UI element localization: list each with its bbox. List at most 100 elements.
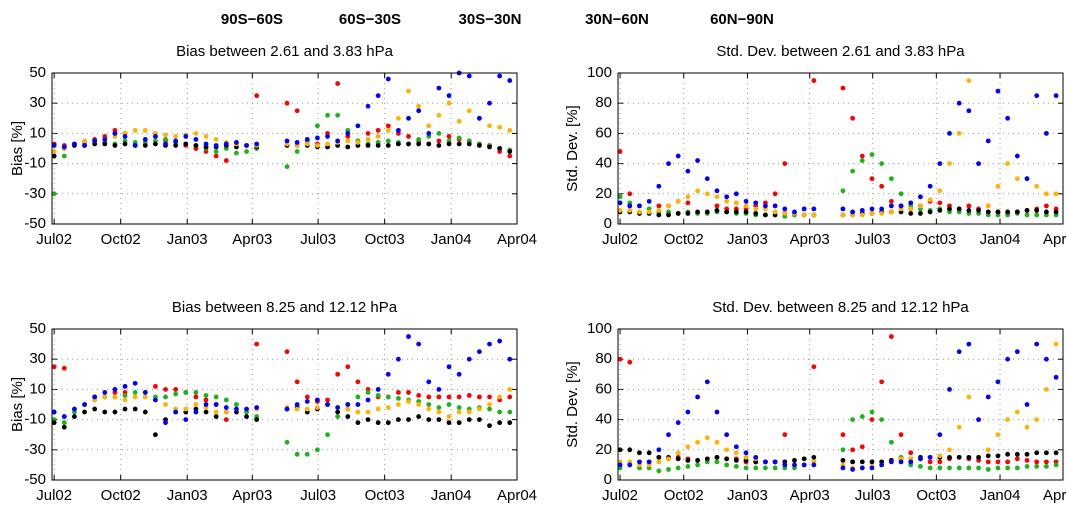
data-point: [446, 420, 452, 426]
data-point: [695, 209, 700, 215]
data-point: [656, 468, 662, 474]
data-point: [763, 459, 768, 465]
y-tick-label: 50: [29, 64, 46, 81]
data-point: [51, 149, 57, 154]
data-point: [345, 364, 351, 370]
data-point: [656, 203, 662, 209]
data-point: [345, 131, 351, 136]
data-point: [956, 131, 962, 136]
data-point: [456, 409, 462, 415]
data-point: [840, 465, 846, 471]
data-point: [183, 417, 189, 422]
y-axis-label: Bias [%]: [9, 377, 26, 432]
y-tick-label: 30: [29, 94, 46, 111]
data-point: [927, 465, 933, 471]
y-axis-label: Bias [%]: [9, 121, 26, 176]
data-point: [375, 420, 381, 426]
y-tick-label: 10: [29, 124, 46, 141]
data-point: [966, 108, 972, 114]
data-point: [704, 191, 710, 197]
data-point: [792, 462, 797, 468]
data-point: [772, 209, 778, 215]
data-point: [476, 406, 482, 412]
data-point: [304, 399, 310, 404]
data-point: [888, 198, 894, 204]
data-point: [183, 390, 189, 395]
data-point: [937, 432, 943, 438]
data-point: [223, 397, 229, 403]
x-tick-label: Oct02: [664, 231, 704, 248]
data-point: [840, 447, 846, 453]
data-point: [153, 383, 158, 389]
data-point: [507, 149, 513, 154]
data-point: [695, 457, 700, 463]
data-point: [426, 141, 432, 147]
data-point: [966, 394, 972, 400]
data-point: [72, 414, 77, 419]
data-point: [416, 341, 422, 347]
data-point: [497, 338, 503, 344]
data-point: [183, 141, 189, 147]
data-point: [1014, 465, 1020, 471]
data-point: [1043, 464, 1049, 469]
data-point: [61, 144, 67, 150]
data-point: [304, 451, 310, 457]
x-tick-label: Jul03: [300, 487, 336, 504]
data-point: [1024, 457, 1030, 463]
data-point: [617, 356, 623, 362]
y-tick-label: 20: [595, 185, 612, 202]
data-point: [163, 132, 168, 138]
data-point: [234, 150, 239, 156]
data-point: [325, 112, 330, 118]
data-point: [627, 447, 633, 453]
data-point: [213, 409, 219, 415]
data-point: [507, 420, 513, 426]
data-point: [947, 206, 952, 212]
data-point: [976, 465, 981, 471]
data-point: [446, 394, 452, 400]
data-point: [879, 379, 885, 385]
data-point: [908, 211, 914, 216]
data-point: [102, 394, 108, 400]
data-point: [456, 118, 462, 124]
x-tick-label: Oct03: [916, 231, 956, 248]
data-point: [92, 138, 98, 144]
data-point: [244, 149, 249, 154]
data-point: [879, 206, 885, 212]
data-point: [395, 396, 401, 401]
data-point: [840, 188, 846, 194]
data-point: [956, 349, 962, 355]
data-point: [976, 161, 981, 167]
data-point: [375, 393, 381, 398]
data-point: [436, 85, 442, 91]
data-point: [446, 141, 452, 147]
data-point: [213, 402, 219, 407]
data-point: [956, 424, 962, 430]
data-point: [666, 456, 671, 462]
data-point: [627, 191, 633, 197]
data-point: [724, 194, 730, 200]
data-point: [61, 153, 67, 159]
data-point: [51, 420, 57, 426]
data-point: [782, 462, 788, 468]
data-point: [466, 141, 472, 147]
data-point: [879, 183, 885, 189]
data-point: [859, 414, 865, 419]
data-point: [325, 402, 330, 407]
data-point: [956, 465, 962, 471]
data-point: [183, 134, 189, 139]
data-point: [395, 115, 401, 121]
data-point: [416, 137, 422, 142]
subplot-title: Std. Dev. between 8.25 and 12.12 hPa: [712, 299, 969, 316]
data-point: [476, 394, 482, 400]
data-point: [1034, 341, 1040, 347]
axes-frame: [617, 328, 1064, 481]
data-point: [294, 402, 300, 407]
data-point: [487, 423, 492, 429]
data-point: [753, 454, 759, 460]
data-point: [304, 406, 310, 412]
data-point: [375, 134, 381, 139]
data-point: [704, 379, 710, 385]
data-point: [617, 447, 623, 453]
data-point: [1034, 464, 1040, 469]
